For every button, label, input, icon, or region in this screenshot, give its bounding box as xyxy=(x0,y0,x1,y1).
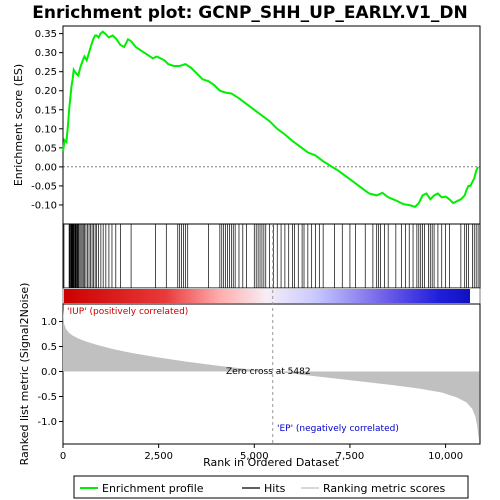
es-y-tick-label: 0.10 xyxy=(35,124,57,135)
legend-label-enrichment: Enrichment profile xyxy=(102,482,204,495)
es-y-tick-label: 0.05 xyxy=(35,143,57,154)
positive-correlation-label: 'IUP' (positively correlated) xyxy=(67,307,188,317)
rank-color-bar xyxy=(63,288,480,304)
metric-y-tick-label: 0.5 xyxy=(41,342,57,353)
es-y-tick-label: 0.35 xyxy=(35,29,57,40)
hits-panel xyxy=(63,224,480,288)
metric-y-ticks: -1.0 -0.5 0.0 0.5 1.0 xyxy=(37,317,63,428)
es-y-tick-label: 0.00 xyxy=(35,162,57,173)
es-plot-frame xyxy=(63,26,480,224)
legend-label-hits: Hits xyxy=(264,482,286,495)
es-panel: -0.10 -0.05 0.00 0.05 0.10 0.15 0.20 0.25 0.30 0.… xyxy=(12,26,480,224)
es-y-ticks: -0.10 -0.05 0.00 0.05 0.10 0.15 0.20 0.25 0.30 0.… xyxy=(31,29,63,211)
es-y-tick-label: -0.05 xyxy=(31,181,57,192)
metric-y-tick-label: 1.0 xyxy=(41,317,57,328)
metric-y-tick-label: -0.5 xyxy=(37,392,57,403)
x-tick-label: 2,500 xyxy=(144,451,173,462)
es-y-tick-label: -0.10 xyxy=(31,200,57,211)
x-tick-label: 10,000 xyxy=(428,451,463,462)
hits-frame xyxy=(63,224,480,288)
x-tick-label: 0 xyxy=(60,451,66,462)
x-axis-label: Rank in Ordered Dataset xyxy=(203,456,340,469)
es-y-tick-label: 0.15 xyxy=(35,105,57,116)
x-tick-label: 7,500 xyxy=(336,451,365,462)
es-y-tick-label: 0.25 xyxy=(35,67,57,78)
es-y-tick-label: 0.20 xyxy=(35,86,57,97)
color-bar-fill xyxy=(64,289,470,303)
chart-title: Enrichment plot: GCNP_SHH_UP_EARLY.V1_DN xyxy=(32,3,467,23)
legend: Enrichment profile Hits Ranking metric s… xyxy=(74,476,468,498)
metric-y-tick-label: -1.0 xyxy=(37,417,57,428)
zero-cross-label: Zero cross at 5482 xyxy=(226,367,311,377)
metric-y-axis-label: Ranked list metric (Signal2Noise) xyxy=(18,283,31,466)
es-y-axis-label: Enrichment score (ES) xyxy=(12,64,25,186)
legend-label-ranking: Ranking metric scores xyxy=(323,482,445,495)
es-y-tick-label: 0.30 xyxy=(35,48,57,59)
negative-correlation-label: 'EP' (negatively correlated) xyxy=(277,424,399,434)
metric-y-tick-label: 0.0 xyxy=(41,367,57,378)
